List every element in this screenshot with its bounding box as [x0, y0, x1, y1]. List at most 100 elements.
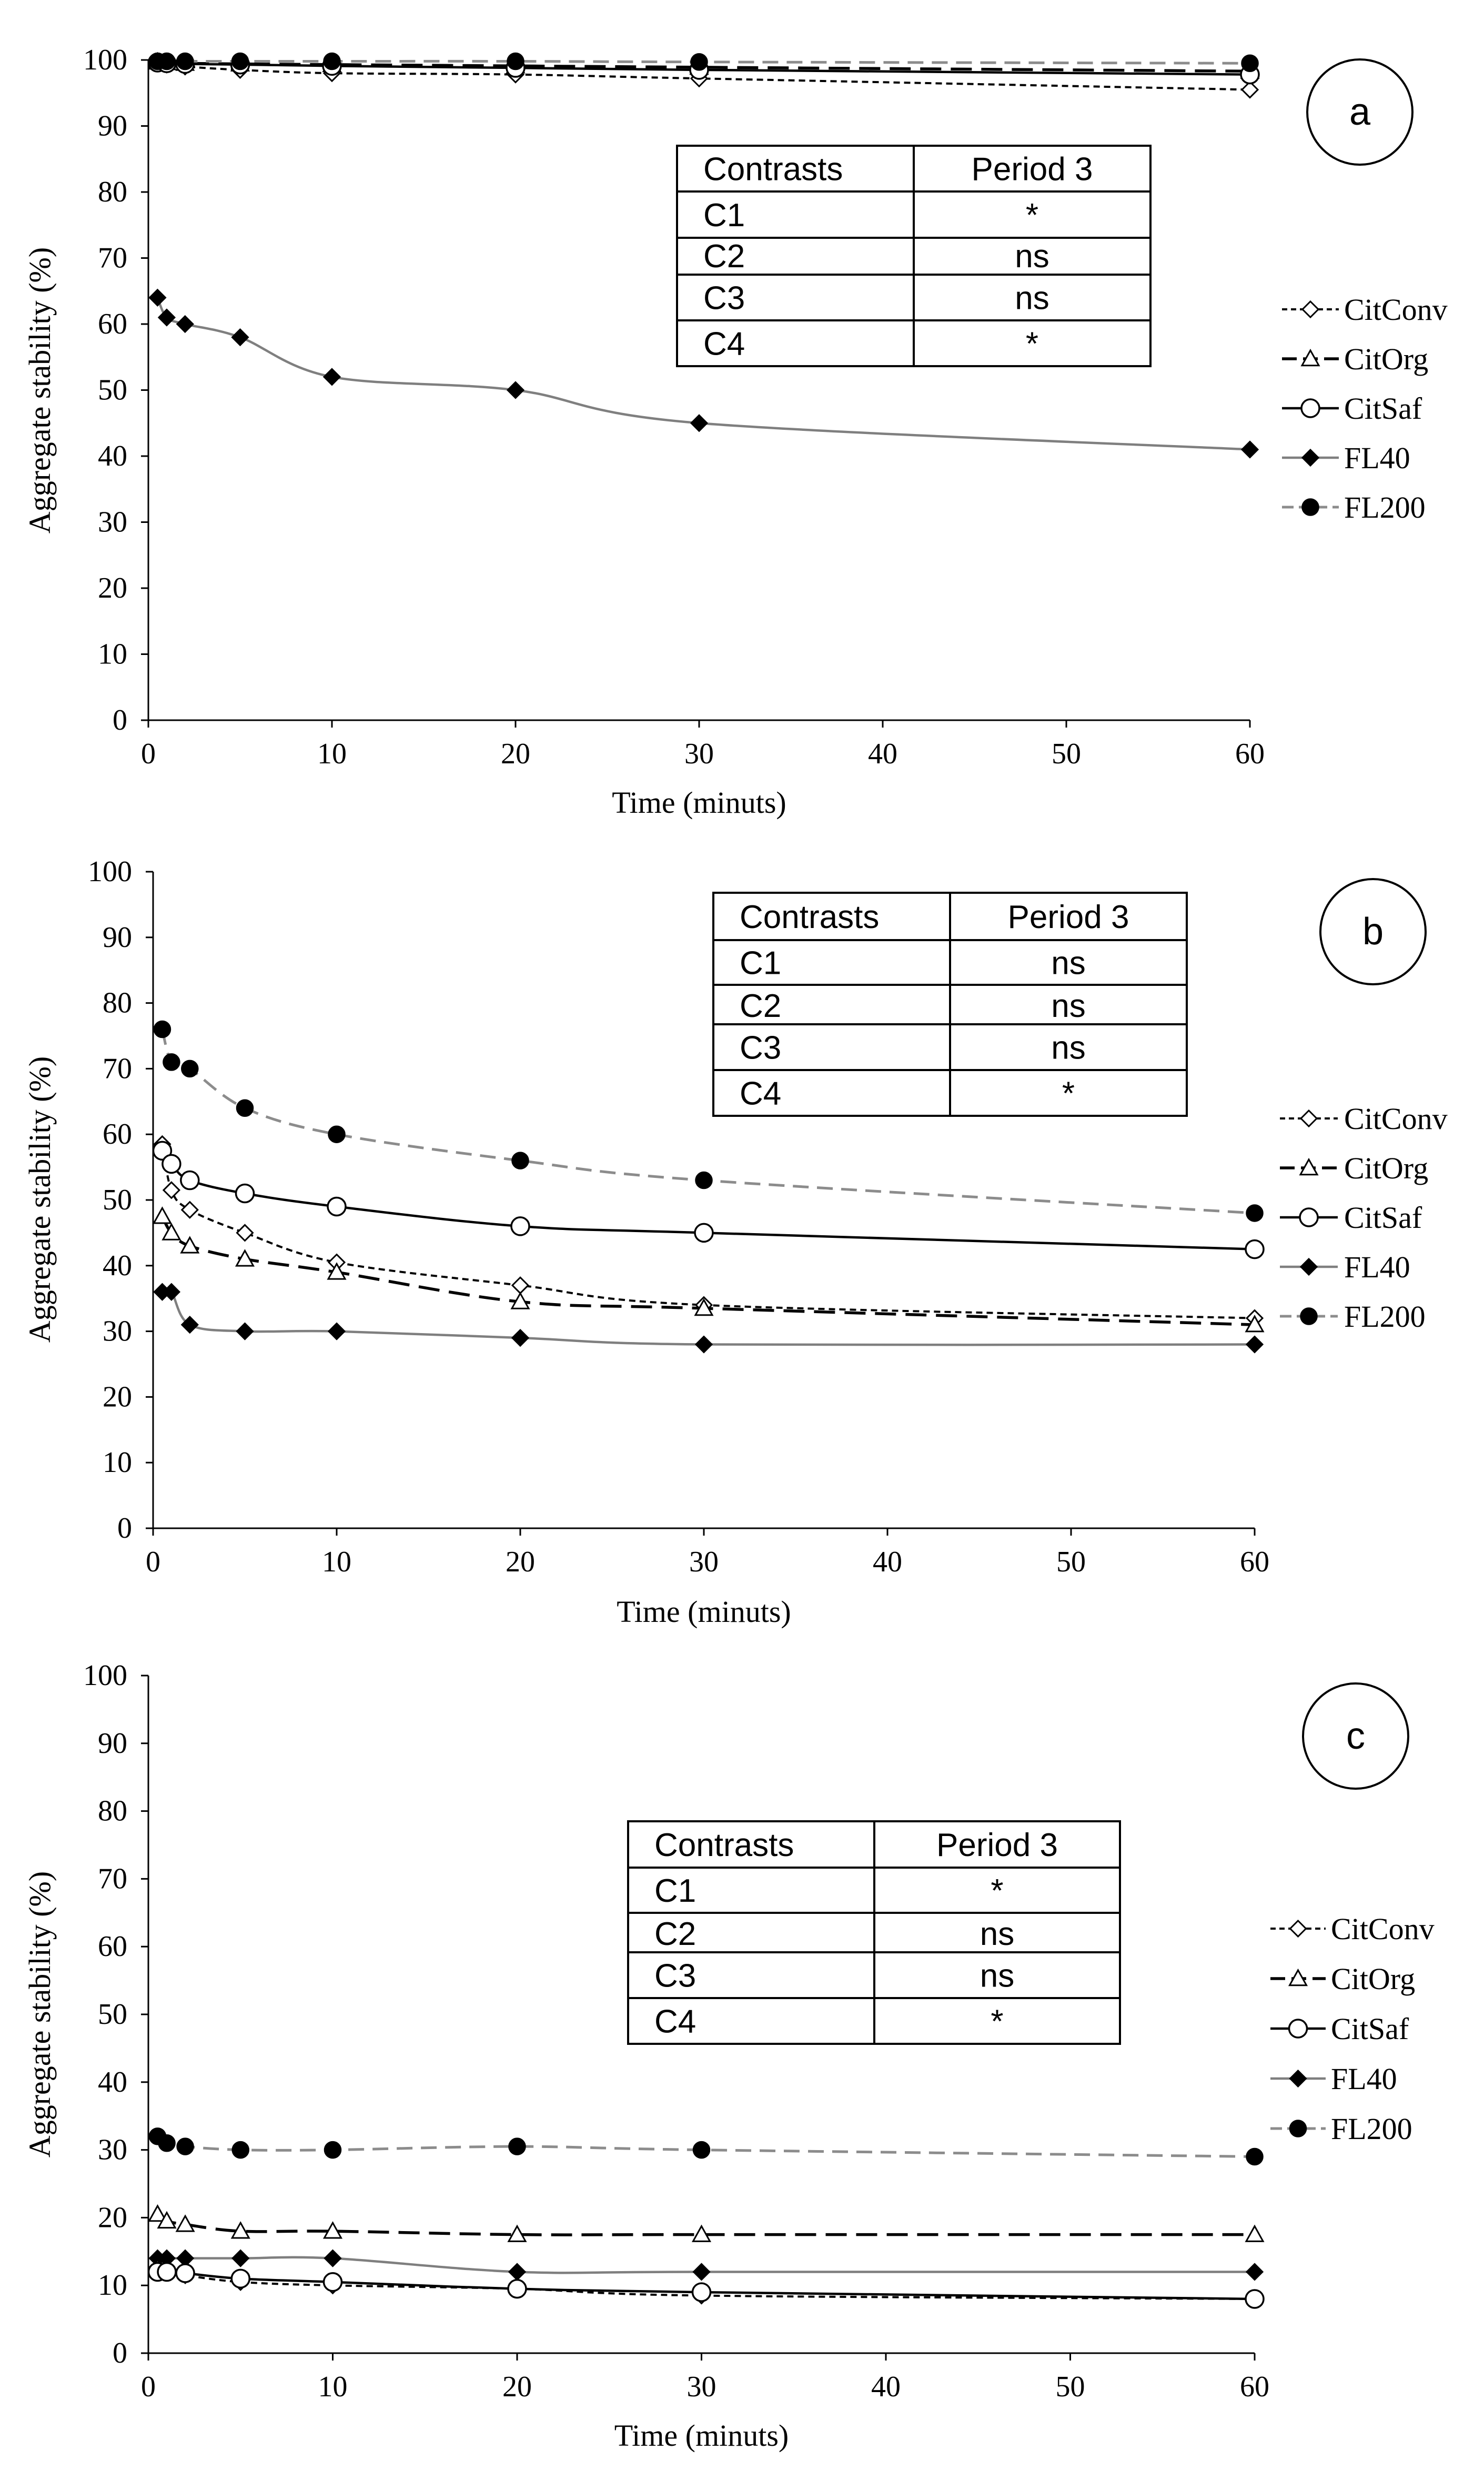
x-tick-label: 20 [501, 738, 530, 770]
data-point-citsaf [510, 1216, 530, 1236]
data-point-fl200 [695, 1171, 713, 1189]
y-tick-label: 50 [98, 374, 127, 407]
data-point-fl40 [148, 288, 167, 307]
y-tick-label: 0 [117, 1512, 132, 1545]
data-point-fl200 [1241, 54, 1259, 73]
data-point-citorg [1245, 2224, 1265, 2242]
data-point-fl200 [690, 53, 708, 71]
y-tick-label: 90 [98, 1727, 127, 1760]
legend-label: CitOrg [1344, 1151, 1428, 1185]
y-tick-label: 20 [98, 572, 127, 604]
legend-marker [1299, 1257, 1318, 1276]
table-cell: C2 [703, 238, 745, 275]
contrasts-table: Contrasts Period 3 C1 ns C2 ns C3 ns C4 * [712, 892, 1188, 1117]
table-cell: ns [980, 1916, 1014, 1952]
table-cell: C4 [654, 2004, 696, 2040]
data-point-citsaf [694, 1223, 714, 1243]
table-cell: C1 [703, 197, 745, 234]
data-point-fl40 [511, 1328, 530, 1347]
panel-label: c [1302, 1682, 1409, 1790]
legend-label: FL200 [1344, 1299, 1426, 1334]
data-point-citorg [691, 2224, 712, 2242]
data-point-fl40 [690, 414, 709, 432]
legend-label: CitOrg [1344, 342, 1428, 376]
legend-label: FL40 [1331, 2062, 1397, 2096]
data-point-fl40 [176, 315, 194, 334]
chart-panel-a: 0 10 20 30 40 50 60 70 80 90 100 0 10 20 30 40 50 60 Time … [23, 44, 1448, 820]
data-point-fl200 [508, 2137, 526, 2155]
y-tick-label: 60 [98, 1930, 127, 1963]
data-point-citorg [147, 2204, 168, 2222]
table-cell: ns [1051, 1030, 1085, 1066]
table-cell: ns [1015, 238, 1049, 275]
legend-label: CitSaf [1344, 391, 1422, 426]
chart-panel-c: 0 10 20 30 40 50 60 70 80 90 100 0 10 20 30 40 50 60 Time … [23, 1659, 1435, 2453]
data-point-citorg [161, 1223, 181, 1240]
panel-label: b [1319, 878, 1427, 985]
data-point-fl40 [508, 2263, 527, 2281]
table-cell: C4 [703, 326, 745, 362]
series-fl200 [148, 52, 1259, 73]
data-point-citsaf [180, 1170, 200, 1191]
legend-label: FL40 [1344, 441, 1410, 475]
y-tick-label: 10 [103, 1446, 132, 1479]
legend-label: CitConv [1344, 1102, 1448, 1136]
y-tick-label: 100 [83, 44, 127, 76]
legend-label: CitSaf [1344, 1201, 1422, 1235]
x-tick-label: 10 [322, 1546, 351, 1578]
data-point-fl200 [511, 1152, 529, 1169]
data-point-fl200 [163, 1053, 180, 1071]
y-tick-label: 80 [98, 1795, 127, 1828]
data-point-fl40 [327, 1322, 346, 1340]
x-tick-label: 50 [1056, 2371, 1085, 2403]
table-cell: C3 [654, 1958, 696, 1994]
y-tick-label: 90 [103, 921, 132, 954]
y-tick-label: 30 [103, 1315, 132, 1348]
data-point-citconv [236, 1224, 254, 1242]
data-point-fl200 [176, 52, 194, 70]
legend-marker [1299, 1109, 1318, 1128]
data-point-fl40 [1245, 2263, 1264, 2281]
x-tick-label: 10 [318, 2371, 348, 2403]
table-cell: C4 [740, 1076, 781, 1112]
legend-marker [1301, 448, 1320, 467]
legend-marker [1300, 398, 1320, 418]
data-point-citorg [175, 2214, 195, 2232]
legend: CitConv CitOrg CitSaf FL40 FL200 [1280, 1102, 1448, 1334]
data-point-citorg [322, 2221, 343, 2239]
data-point-citsaf [235, 1183, 255, 1204]
y-tick-label: 20 [103, 1380, 132, 1413]
data-point-citsaf [327, 1196, 347, 1217]
x-tick-label: 50 [1056, 1546, 1086, 1578]
x-tick-label: 10 [317, 738, 347, 770]
y-tick-label: 10 [98, 2269, 127, 2302]
legend-label: FL40 [1344, 1250, 1410, 1284]
legend-label: FL200 [1331, 2112, 1412, 2146]
x-tick-label: 60 [1235, 738, 1265, 770]
table-cell: C1 [654, 1873, 696, 1909]
panel-label: a [1306, 58, 1414, 166]
legend: CitConv CitOrg CitSaf FL40 FL200 [1270, 1912, 1435, 2146]
series-fl40 [153, 1283, 1264, 1354]
data-point-citorg [507, 2224, 527, 2242]
table-header-cell: Period 3 [972, 152, 1093, 188]
table-cell: ns [1015, 280, 1049, 317]
data-point-fl40 [1240, 440, 1259, 459]
series-fl40 [148, 288, 1259, 459]
x-axis-label: Time (minuts) [614, 2418, 789, 2453]
data-point-citsaf [1245, 2289, 1265, 2309]
series-fl40 [148, 2249, 1264, 2281]
y-tick-label: 0 [113, 2337, 127, 2369]
legend-marker [1288, 2019, 1308, 2039]
table-cell: C2 [654, 1916, 696, 1952]
y-tick-label: 90 [98, 110, 127, 143]
data-point-fl200 [236, 1099, 254, 1117]
data-point-citconv [162, 1181, 181, 1199]
data-point-citsaf [1245, 1239, 1265, 1259]
data-point-fl40 [322, 368, 341, 386]
table-header-cell: Contrasts [654, 1827, 794, 1863]
panel-label-text: b [1362, 911, 1384, 953]
legend-marker [1301, 498, 1319, 516]
data-point-citsaf [691, 2282, 712, 2302]
